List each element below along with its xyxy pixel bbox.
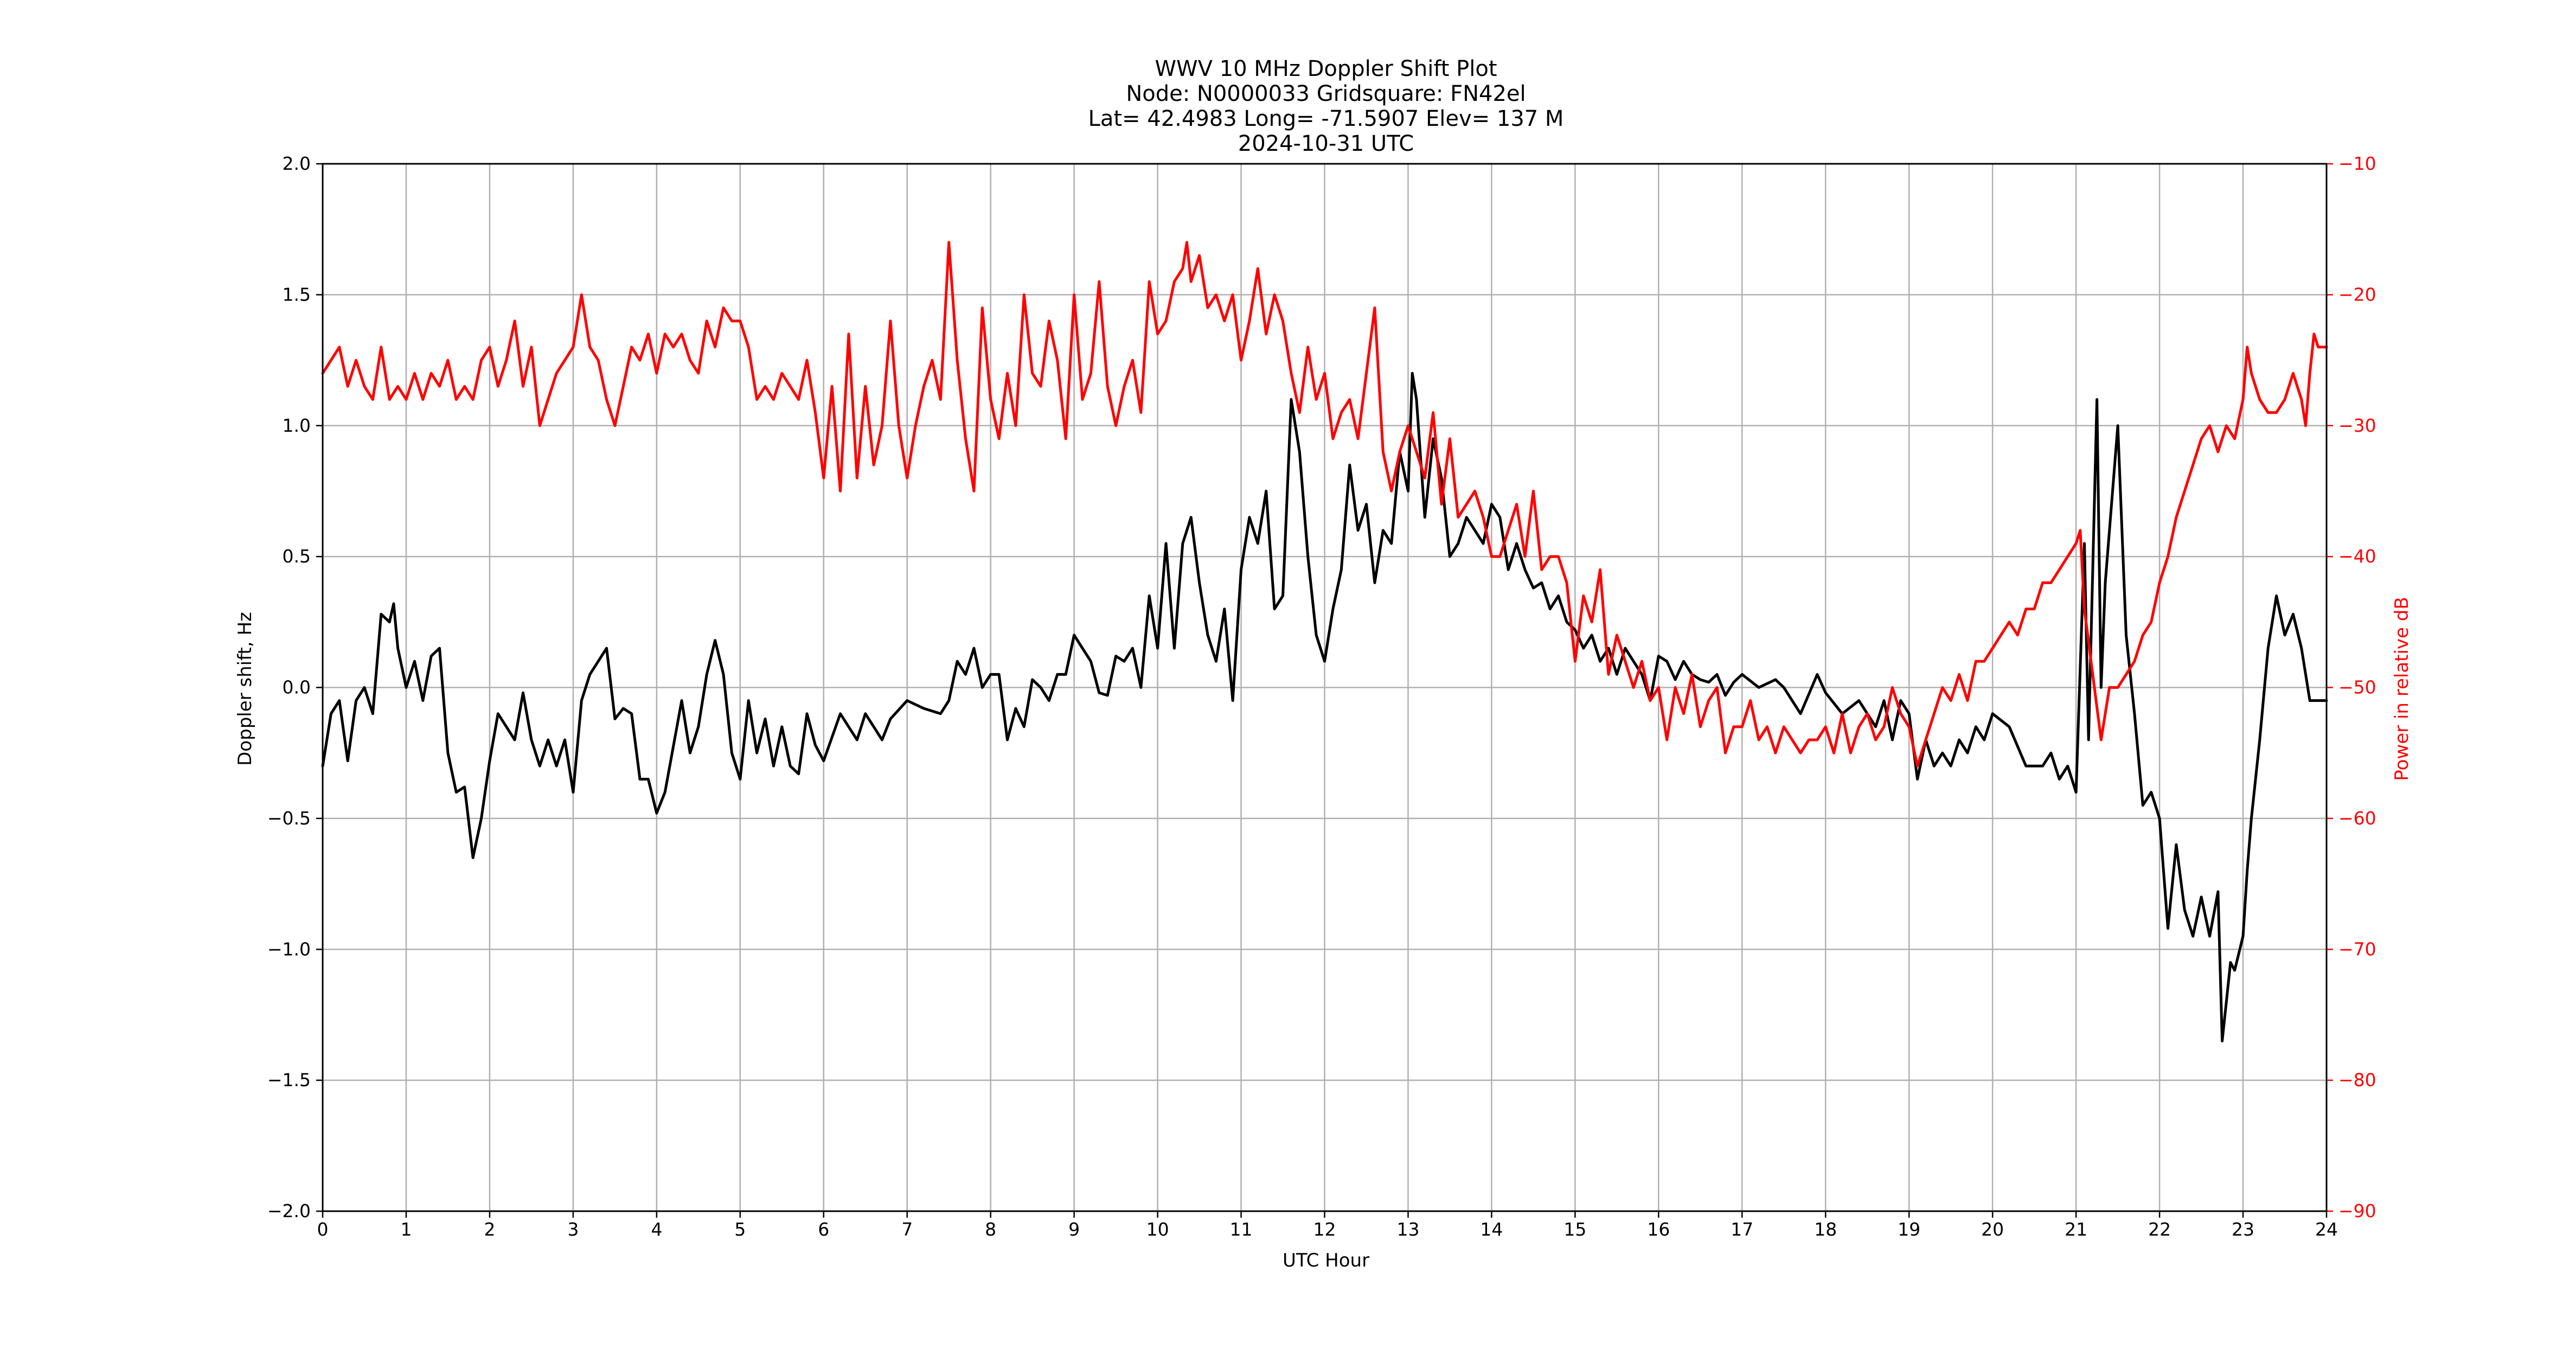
x-tick-label: 7 — [901, 1219, 913, 1240]
y-tick-label: −0.5 — [267, 808, 311, 829]
y-tick-label: −1.0 — [267, 938, 311, 960]
x-tick-label: 23 — [2232, 1219, 2254, 1240]
y-axis-label: Doppler shift, Hz — [234, 612, 256, 766]
y2-tick-label: −40 — [2338, 546, 2376, 567]
y-tick-label: −1.5 — [267, 1070, 311, 1091]
x-tick-label: 9 — [1068, 1219, 1080, 1240]
x-tick-label: 13 — [1396, 1219, 1419, 1240]
x-axis-label: UTC Hour — [1283, 1250, 1369, 1271]
x-tick-label: 5 — [734, 1219, 746, 1240]
y-tick-label: 0.0 — [283, 677, 311, 698]
x-tick-label: 0 — [317, 1219, 329, 1240]
y2-axis-label: Power in relative dB — [2391, 597, 2413, 781]
doppler-series-line — [321, 372, 2328, 1042]
series-layer — [321, 241, 2328, 1042]
y2-tick-label: −90 — [2338, 1200, 2376, 1221]
y2-tick-label: −60 — [2338, 808, 2376, 829]
title-line-1: WWV 10 MHz Doppler Shift Plot — [1155, 56, 1497, 81]
x-tick-label: 2 — [484, 1219, 495, 1240]
x-tick-label: 11 — [1230, 1219, 1253, 1240]
title-line-3: Lat= 42.4983 Long= -71.5907 Elev= 137 M — [1088, 106, 1564, 131]
x-tick-label: 21 — [2065, 1219, 2087, 1240]
y-tick-label: 2.0 — [283, 153, 311, 174]
y-tick-label: 1.5 — [283, 284, 311, 305]
y2-tick-label: −10 — [2338, 153, 2376, 174]
x-tick-label: 16 — [1647, 1219, 1670, 1240]
y-tick-label: −2.0 — [267, 1200, 311, 1221]
x-tick-label: 18 — [1814, 1219, 1837, 1240]
x-tick-label: 12 — [1313, 1219, 1336, 1240]
chart-title: WWV 10 MHz Doppler Shift Plot Node: N000… — [1088, 56, 1564, 156]
power-series-line — [321, 241, 2328, 767]
x-tick-label: 19 — [1898, 1219, 1920, 1240]
title-line-2: Node: N0000033 Gridsquare: FN42el — [1126, 81, 1526, 106]
x-tick-label: 22 — [2148, 1219, 2171, 1240]
x-tick-label: 4 — [651, 1219, 662, 1240]
x-tick-label: 10 — [1146, 1219, 1169, 1240]
y2-tick-label: −80 — [2338, 1070, 2376, 1091]
y-tick-label: 0.5 — [283, 546, 311, 567]
y2-tick-label: −50 — [2338, 677, 2376, 698]
y2-tick-label: −20 — [2338, 284, 2376, 305]
x-tick-label: 6 — [818, 1219, 829, 1240]
x-tick-label: 1 — [400, 1219, 412, 1240]
y2-tick-label: −70 — [2338, 938, 2376, 960]
x-tick-label: 14 — [1480, 1219, 1503, 1240]
plot-frame — [322, 163, 2328, 1212]
x-tick-label: 15 — [1563, 1219, 1586, 1240]
y-tick-label: 1.0 — [283, 415, 311, 436]
x-tick-label: 17 — [1731, 1219, 1753, 1240]
x-tick-label: 8 — [985, 1219, 996, 1240]
axes — [316, 163, 2333, 1218]
x-tick-label: 24 — [2315, 1219, 2338, 1240]
y2-tick-label: −30 — [2338, 415, 2376, 436]
tick-labels: 0 1 2 3 4 5 6 7 8 9 10 11 12 13 14 15 16 17 18 19 20 21 22 23 24… — [267, 153, 2376, 1240]
x-tick-label: 3 — [567, 1219, 579, 1240]
title-line-4: 2024-10-31 UTC — [1238, 131, 1414, 156]
x-tick-label: 20 — [1981, 1219, 2004, 1240]
